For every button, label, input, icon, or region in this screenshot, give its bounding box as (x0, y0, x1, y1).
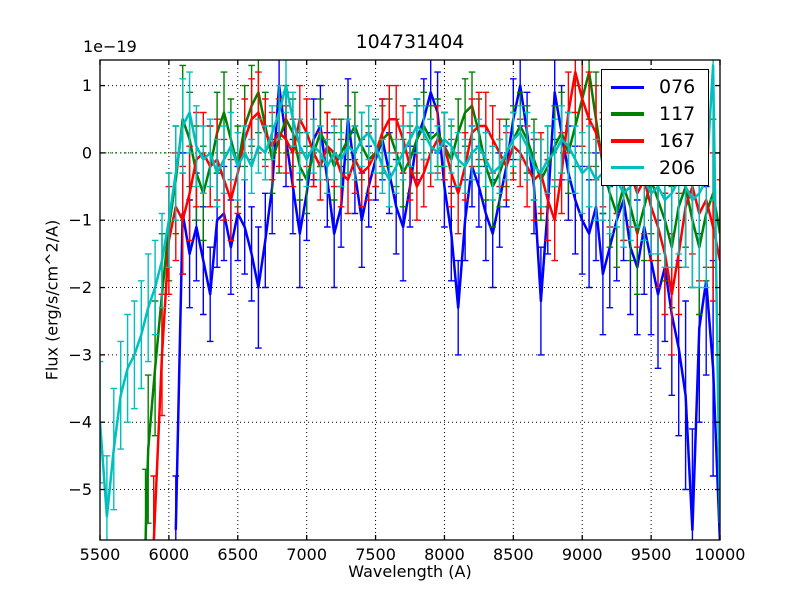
legend: 076 117 167 206 (601, 69, 709, 186)
y-tick-label: −5 (68, 480, 92, 499)
legend-label: 206 (659, 156, 696, 179)
y-tick-label: −4 (68, 413, 92, 432)
legend-line-swatch (611, 112, 644, 116)
y-tick-label: −1 (68, 211, 92, 230)
x-axis-label: Wavelength (A) (348, 562, 472, 581)
legend-line-swatch (611, 165, 644, 170)
legend-line-swatch (611, 85, 644, 90)
x-tick-label: 5500 (80, 545, 121, 564)
x-tick-label: 7000 (286, 545, 327, 564)
x-tick-label: 10000 (695, 545, 746, 564)
x-tick-label: 7500 (355, 545, 396, 564)
y-tick-label: −3 (68, 345, 92, 364)
x-tick-label: 9000 (562, 545, 603, 564)
legend-line-swatch (611, 139, 644, 143)
legend-item: 117 (602, 104, 708, 124)
x-tick-label: 8500 (493, 545, 534, 564)
legend-item: 167 (602, 131, 708, 151)
y-tick-label: −2 (68, 278, 92, 297)
legend-item: 206 (602, 158, 708, 178)
y-axis-offset-text: 1e−19 (83, 37, 137, 56)
chart-title: 104731404 (355, 31, 465, 53)
legend-label: 167 (659, 129, 696, 152)
y-tick-label: 1 (82, 76, 92, 95)
x-tick-label: 6000 (149, 545, 190, 564)
y-tick-label: 0 (82, 143, 92, 162)
legend-label: 076 (659, 76, 696, 99)
y-axis-label: Flux (erg/s/cm^2/A) (42, 219, 62, 381)
x-tick-label: 6500 (217, 545, 258, 564)
x-tick-label: 9500 (631, 545, 672, 564)
legend-item: 076 (602, 77, 708, 97)
x-tick-label: 8000 (424, 545, 465, 564)
legend-label: 117 (659, 103, 696, 126)
